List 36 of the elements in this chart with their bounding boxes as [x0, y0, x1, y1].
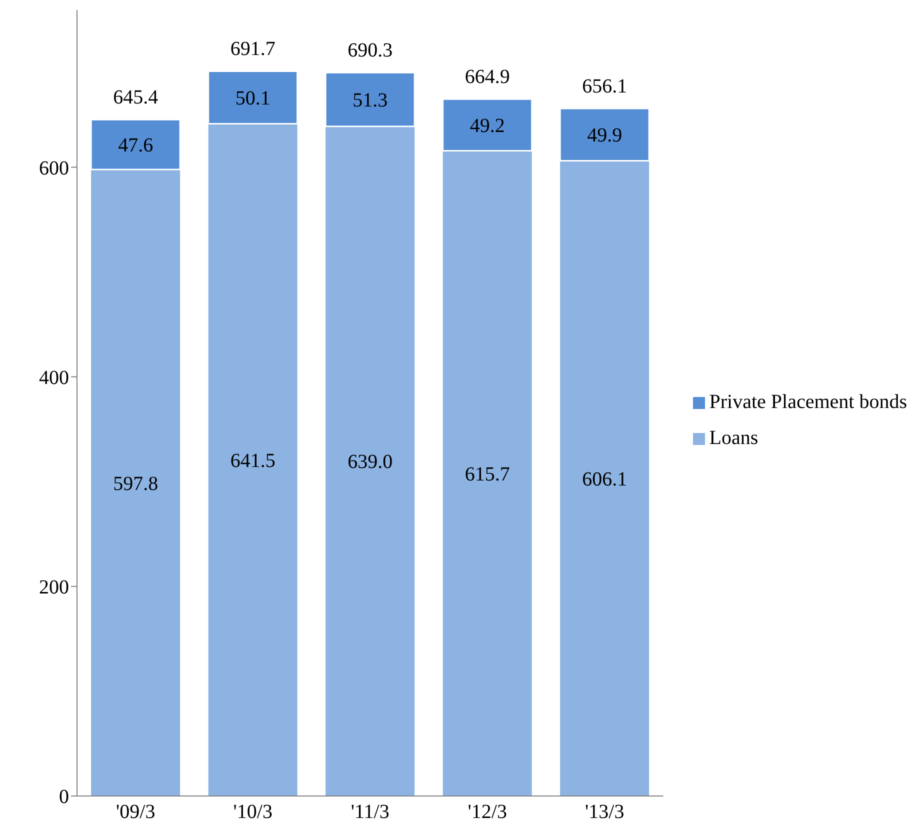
total-label: 690.3 — [348, 40, 393, 62]
legend-label: Private Placement bonds — [709, 390, 907, 412]
y-tick-label: 200 — [39, 576, 69, 598]
data-label: 50.1 — [235, 87, 270, 110]
x-tick-label: '12/3 — [468, 801, 507, 824]
data-label: 597.8 — [113, 472, 158, 495]
data-label: 641.5 — [230, 450, 276, 472]
bar — [208, 70, 298, 124]
x-tick-label: '11/3 — [350, 801, 390, 824]
data-label: 49.9 — [587, 124, 622, 147]
bar — [91, 170, 180, 796]
data-label: 606.1 — [582, 468, 628, 490]
total-label: 645.4 — [113, 86, 158, 109]
bar — [560, 160, 650, 796]
bar — [326, 126, 415, 796]
bar — [90, 118, 181, 170]
total-label: 656.1 — [582, 76, 628, 98]
bar — [442, 98, 533, 152]
x-tick-label: '10/3 — [233, 801, 272, 824]
total-label: 664.9 — [464, 66, 510, 88]
x-tick-label: '09/3 — [116, 801, 156, 824]
y-tick-label: 400 — [39, 366, 69, 389]
bar — [442, 150, 532, 796]
data-label: 51.3 — [352, 89, 388, 112]
bar — [208, 124, 298, 796]
total-label: 691.7 — [230, 38, 276, 60]
data-label: 47.6 — [118, 134, 154, 157]
legend-label: Loans — [709, 426, 758, 448]
bar — [324, 72, 416, 128]
data-label: 49.2 — [470, 114, 505, 137]
data-label: 639.0 — [348, 451, 393, 474]
y-tick-label: 600 — [39, 157, 69, 180]
x-tick-label: '13/3 — [585, 801, 624, 824]
data-label: 615.7 — [464, 463, 510, 486]
y-tick-label: 0 — [59, 786, 69, 808]
bar — [559, 108, 650, 162]
